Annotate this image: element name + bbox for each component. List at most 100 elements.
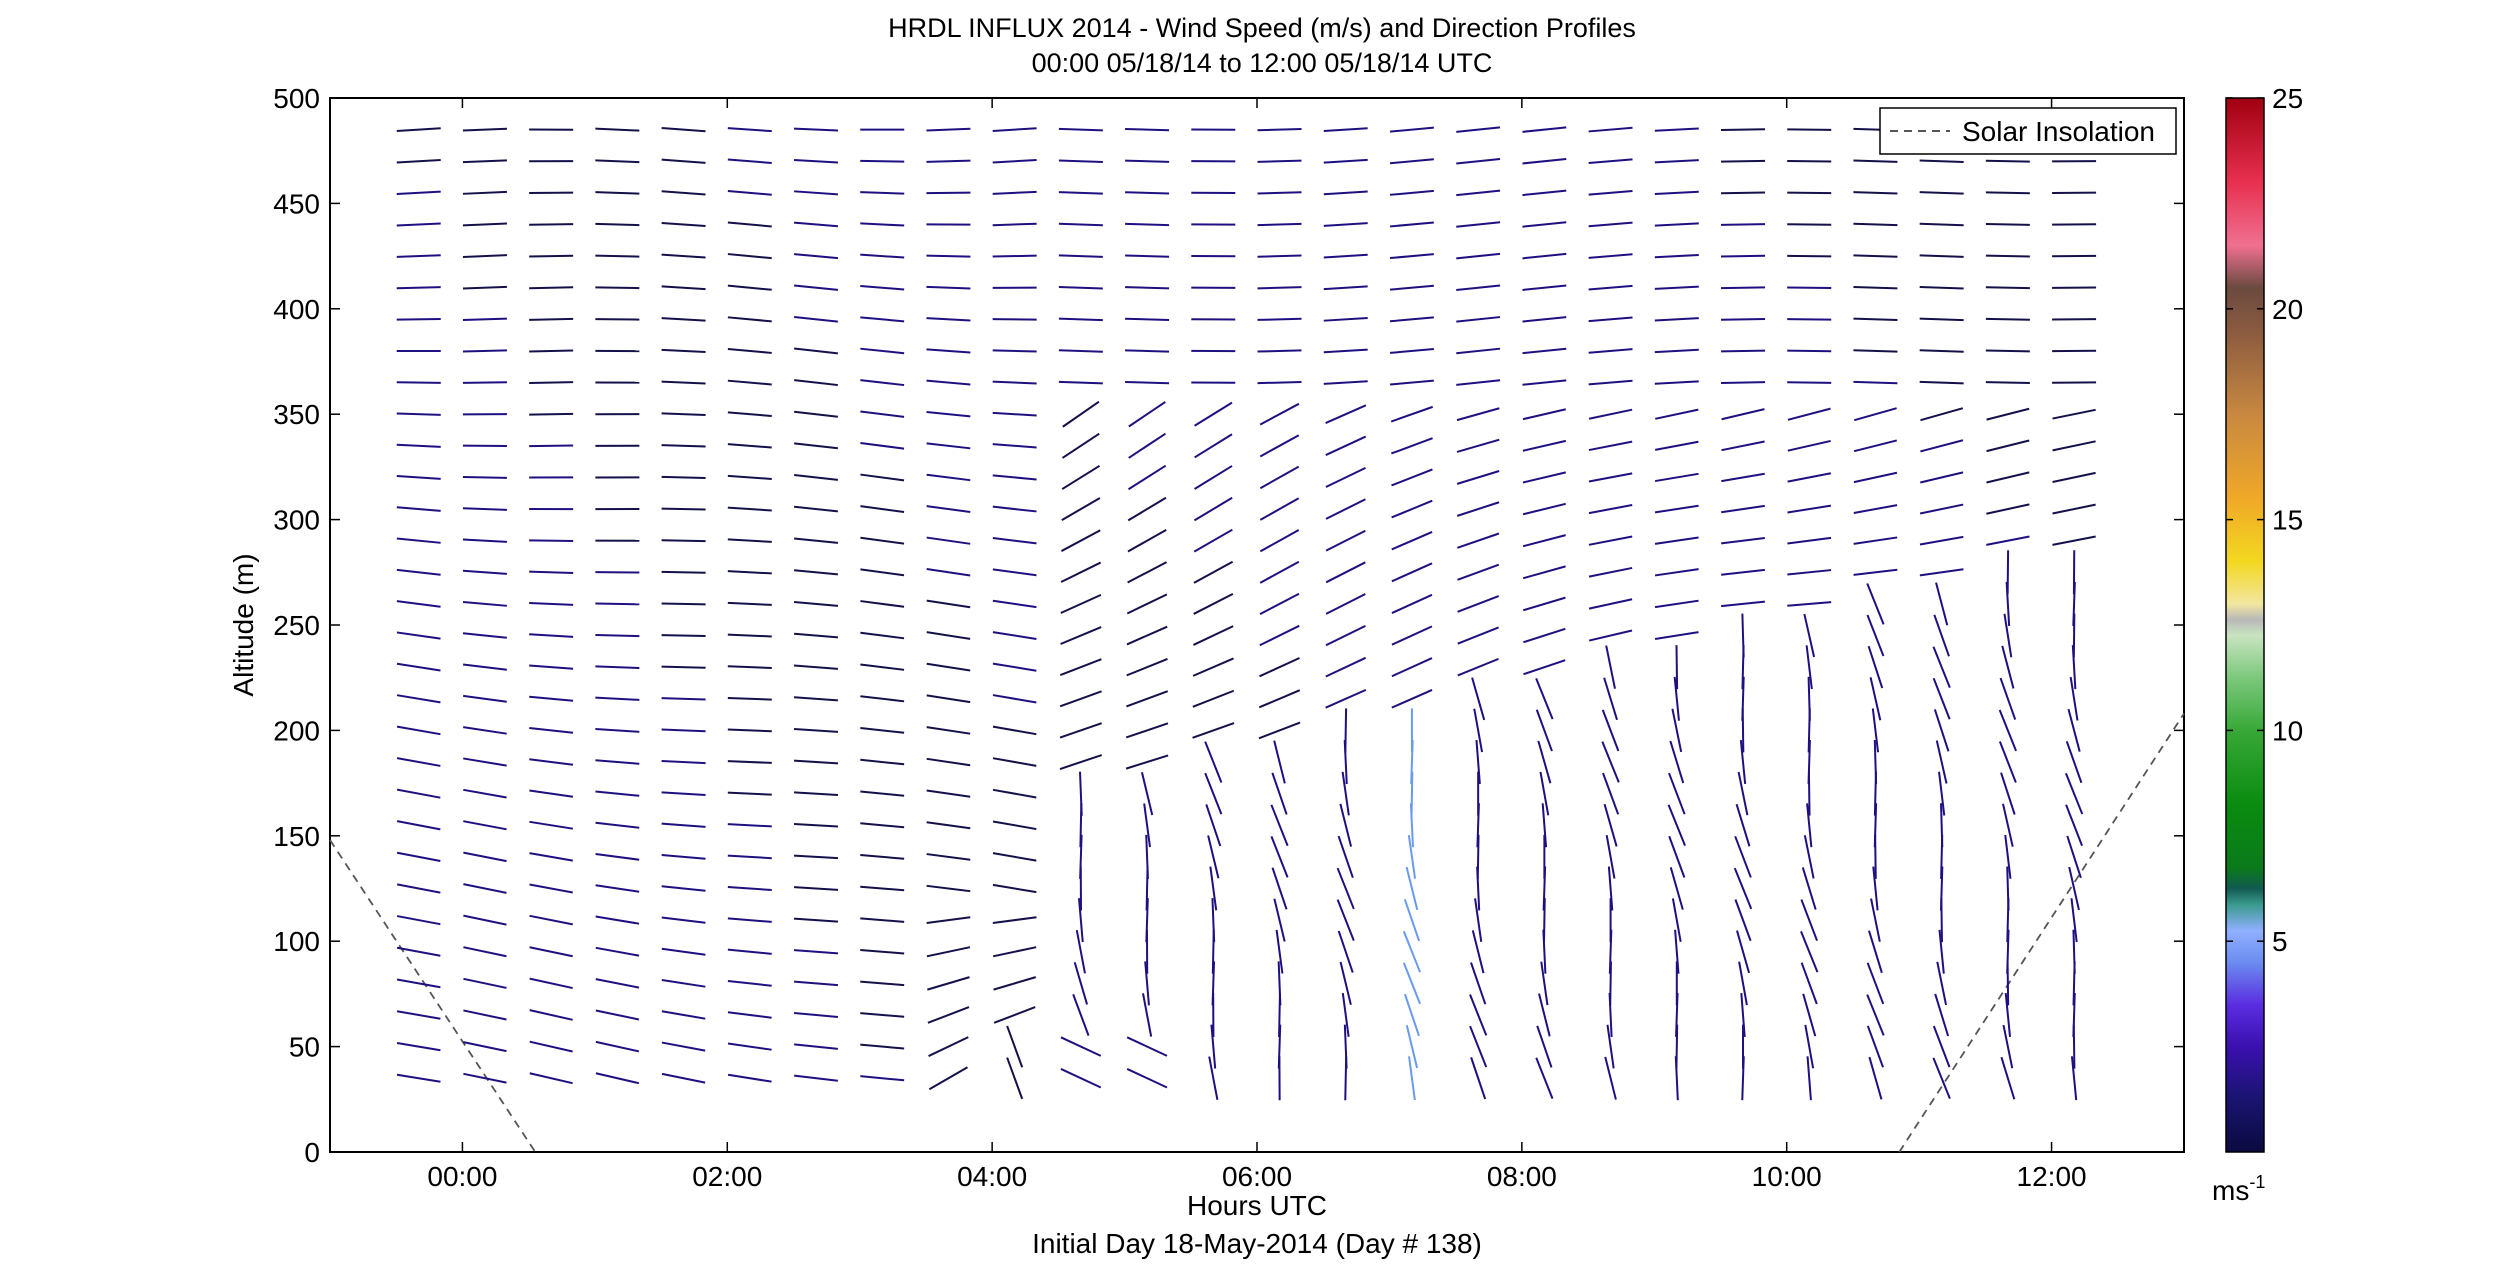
wind-vector <box>1870 898 1881 942</box>
wind-vector <box>595 665 640 669</box>
wind-vector <box>1339 803 1353 847</box>
wind-vector <box>1325 624 1366 647</box>
wind-vector <box>1654 127 1699 132</box>
wind-vector <box>1787 407 1831 421</box>
wind-vector <box>860 949 905 955</box>
wind-vector <box>1739 740 1747 785</box>
wind-vector <box>727 506 772 512</box>
x-axis-label-day: Initial Day 18-May-2014 (Day # 138) <box>1032 1228 1482 1259</box>
wind-vector <box>1259 465 1300 490</box>
colorbar-unit-exponent: -1 <box>2249 1172 2265 1192</box>
wind-vector <box>529 254 574 258</box>
wind-vector <box>396 631 441 640</box>
wind-vector <box>1853 317 1898 322</box>
wind-vector <box>794 221 839 228</box>
solar-insolation-line-morning <box>329 839 537 1153</box>
y-tick-label: 200 <box>273 715 320 746</box>
wind-vector <box>595 915 640 925</box>
wind-vector <box>793 759 839 765</box>
wind-vector <box>1800 930 1819 973</box>
wind-vector <box>926 442 971 450</box>
y-tick-label: 350 <box>273 399 320 430</box>
wind-vector <box>462 254 507 259</box>
wind-vector <box>926 505 971 514</box>
wind-vector <box>463 757 507 767</box>
wind-vector <box>727 601 772 606</box>
wind-vector <box>1720 286 1766 290</box>
wind-vector <box>661 127 706 133</box>
wind-vector <box>1259 434 1300 458</box>
wind-vector <box>1654 536 1699 545</box>
wind-vector <box>529 1040 573 1053</box>
wind-vector <box>1607 866 1614 911</box>
wind-vector <box>928 1066 968 1091</box>
wind-vector <box>595 1040 640 1053</box>
wind-vector <box>1059 722 1102 739</box>
wind-vector <box>396 820 441 831</box>
wind-vector <box>1471 930 1485 974</box>
wind-vector <box>595 254 640 258</box>
wind-vector <box>1192 625 1234 646</box>
wind-vector <box>661 221 706 228</box>
wind-vector <box>661 317 706 322</box>
wind-vector <box>727 443 772 449</box>
wind-vector <box>1407 834 1417 879</box>
wind-vector <box>1391 657 1433 678</box>
wind-vector <box>1601 709 1620 752</box>
wind-vector <box>1588 408 1633 420</box>
wind-vector <box>1273 898 1286 942</box>
wind-vector <box>1323 285 1368 291</box>
wind-vector <box>396 254 441 258</box>
wind-vector <box>1940 803 1944 848</box>
wind-vector <box>1391 625 1433 646</box>
wind-vector <box>1259 560 1300 584</box>
wind-vector <box>1523 596 1566 612</box>
wind-vector <box>2004 992 2012 1037</box>
wind-vector <box>1127 561 1168 584</box>
wind-vector <box>1523 627 1566 644</box>
wind-vector <box>926 191 971 195</box>
wind-vector <box>1735 803 1751 847</box>
wind-vector <box>793 917 839 923</box>
wind-vector <box>1986 535 2030 546</box>
wind-vector <box>860 410 905 418</box>
wind-vector <box>1853 286 1898 290</box>
wind-vector <box>529 1072 573 1085</box>
wind-vector <box>1938 771 1946 816</box>
wind-vector <box>1605 835 1616 879</box>
wind-vector <box>1058 159 1103 164</box>
wind-vector <box>926 536 971 545</box>
wind-vector <box>1654 568 1699 577</box>
wind-vector <box>1061 464 1101 490</box>
wind-vector <box>860 347 905 355</box>
wind-vector <box>529 664 574 670</box>
wind-vector <box>926 127 971 132</box>
wind-vector <box>1541 803 1548 848</box>
wind-vector <box>1456 189 1501 197</box>
wind-vector <box>1535 709 1553 752</box>
wind-vector <box>1456 252 1501 260</box>
wind-vector <box>1654 631 1699 640</box>
wind-vector <box>1806 803 1813 848</box>
wind-vector <box>992 127 1037 133</box>
wind-vector <box>1655 408 1699 420</box>
wind-vector <box>1389 126 1434 133</box>
wind-vector <box>860 631 905 640</box>
wind-vector <box>396 1010 441 1020</box>
wind-vector <box>1588 190 1633 196</box>
wind-vector <box>727 948 772 955</box>
wind-vector <box>1127 528 1167 553</box>
wind-vector <box>1522 284 1567 291</box>
wind-vector <box>860 695 905 703</box>
wind-vector <box>1457 595 1500 613</box>
wind-vector <box>1787 601 1832 607</box>
wind-vector <box>463 726 507 735</box>
wind-vector <box>1919 503 1964 515</box>
wind-vector <box>1192 689 1235 708</box>
wind-vector <box>992 883 1037 894</box>
wind-vector <box>1143 803 1151 848</box>
wind-vector <box>1210 1024 1217 1069</box>
wind-vector <box>396 662 441 672</box>
wind-vector <box>1457 532 1500 549</box>
x-tick-label: 12:00 <box>2017 1161 2087 1192</box>
